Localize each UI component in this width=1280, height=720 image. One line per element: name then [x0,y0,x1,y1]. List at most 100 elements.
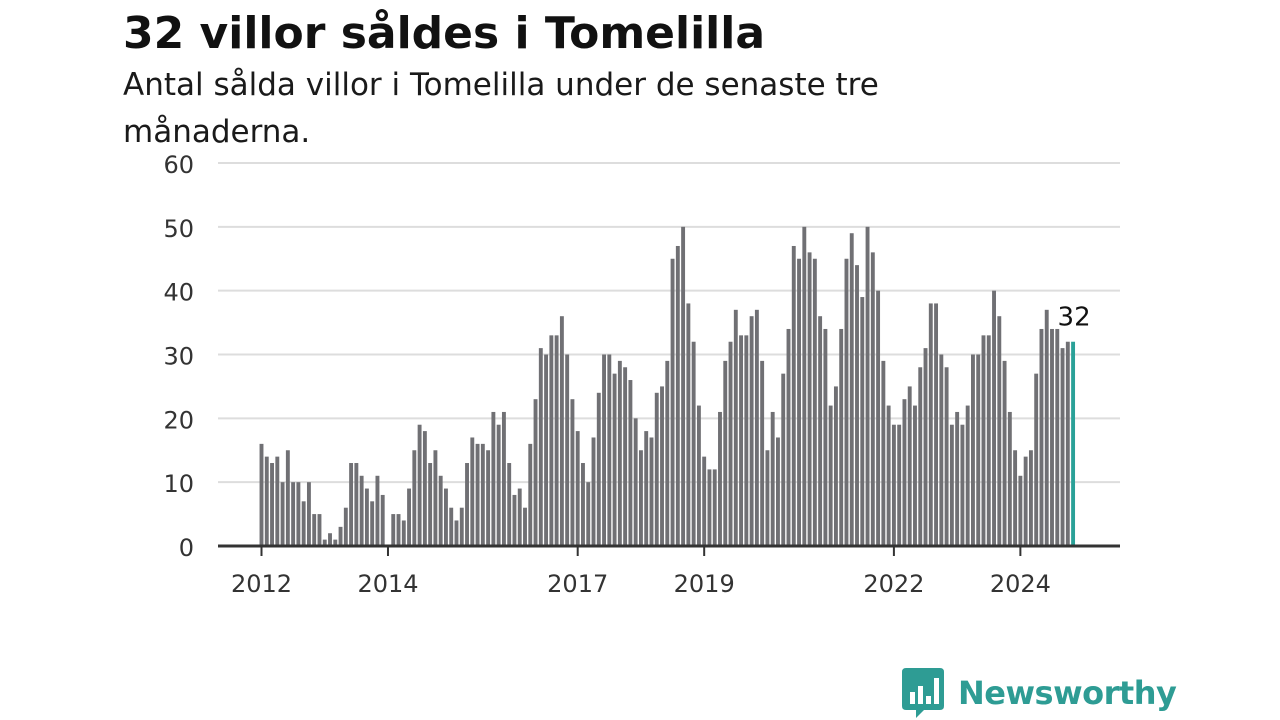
bar [744,335,749,546]
bar [865,226,870,547]
bar [681,226,686,547]
bar [976,354,981,546]
bar [960,424,965,546]
bar [623,367,628,546]
bar [807,252,812,546]
bar [965,405,970,546]
x-tick-label: 2014 [357,570,418,598]
bar [1039,328,1044,546]
bar [823,328,828,546]
bar [480,443,485,546]
bar [739,335,744,546]
bar [559,316,564,546]
bar [581,463,585,546]
logo-text: Newsworthy [958,674,1177,712]
bar [528,443,533,546]
bar [733,309,738,546]
bar [670,258,675,546]
bar [902,399,907,546]
bar [454,520,459,546]
bar [512,494,517,546]
bar [949,424,954,546]
bar [660,386,664,546]
bar [997,316,1002,546]
bar [391,514,396,546]
bar [375,475,380,546]
bar [1023,456,1028,546]
bar [617,360,622,546]
bar [1013,450,1018,546]
bar [607,354,612,546]
bar [338,526,343,546]
bar [291,482,296,546]
bar [433,450,438,546]
bar [285,450,290,546]
bar [696,405,701,546]
bar [396,514,401,546]
bar [1034,373,1039,546]
bar [860,297,865,546]
bar [370,501,375,546]
x-tick-label: 2017 [547,570,608,598]
bar [570,399,575,546]
bar [312,514,317,546]
bar [407,488,412,546]
bar [306,482,311,546]
y-tick-label: 30 [163,343,194,371]
bar [913,405,917,546]
bar [507,463,512,546]
bar [517,488,522,546]
bar [422,431,427,546]
bar [322,539,327,546]
bar [986,335,991,546]
bar [264,456,269,546]
bar [1060,348,1065,546]
bar [786,328,791,546]
bar [955,411,960,546]
bar [797,258,801,546]
bar [538,348,543,546]
bar [776,437,780,546]
bar [923,348,928,546]
chart-title: 32 villor såldes i Tomelilla [123,8,766,59]
bar [728,341,733,546]
bar [549,335,554,546]
bar [628,380,633,546]
bar [654,392,659,546]
gridlines [218,162,1120,484]
bar [749,316,754,546]
bar [259,443,264,546]
newsworthy-logo: Newsworthy [902,668,1177,718]
bar [833,386,838,546]
bar [270,463,274,546]
x-tick-label: 2024 [990,570,1051,598]
bar [465,463,469,546]
bar [818,316,823,546]
bar [565,354,570,546]
bar [586,482,591,546]
bar [317,514,322,546]
bar [575,431,580,546]
bar [449,507,454,546]
y-tick-label: 0 [179,534,194,562]
bar [343,507,348,546]
bar [791,245,796,546]
bar [781,373,786,546]
y-tick-label: 20 [163,406,194,434]
bar [523,507,527,546]
bar [944,367,949,546]
bar [723,360,728,546]
bar [491,411,496,546]
bar [712,469,717,546]
bar [1007,411,1012,546]
bar [881,360,886,546]
bar-chart-speech-bubble-icon [902,668,944,718]
bar [754,309,759,546]
bar [828,405,833,546]
bar [328,533,332,546]
bar [638,450,643,546]
bar [707,469,712,546]
bar [891,424,896,546]
bar [554,335,559,546]
